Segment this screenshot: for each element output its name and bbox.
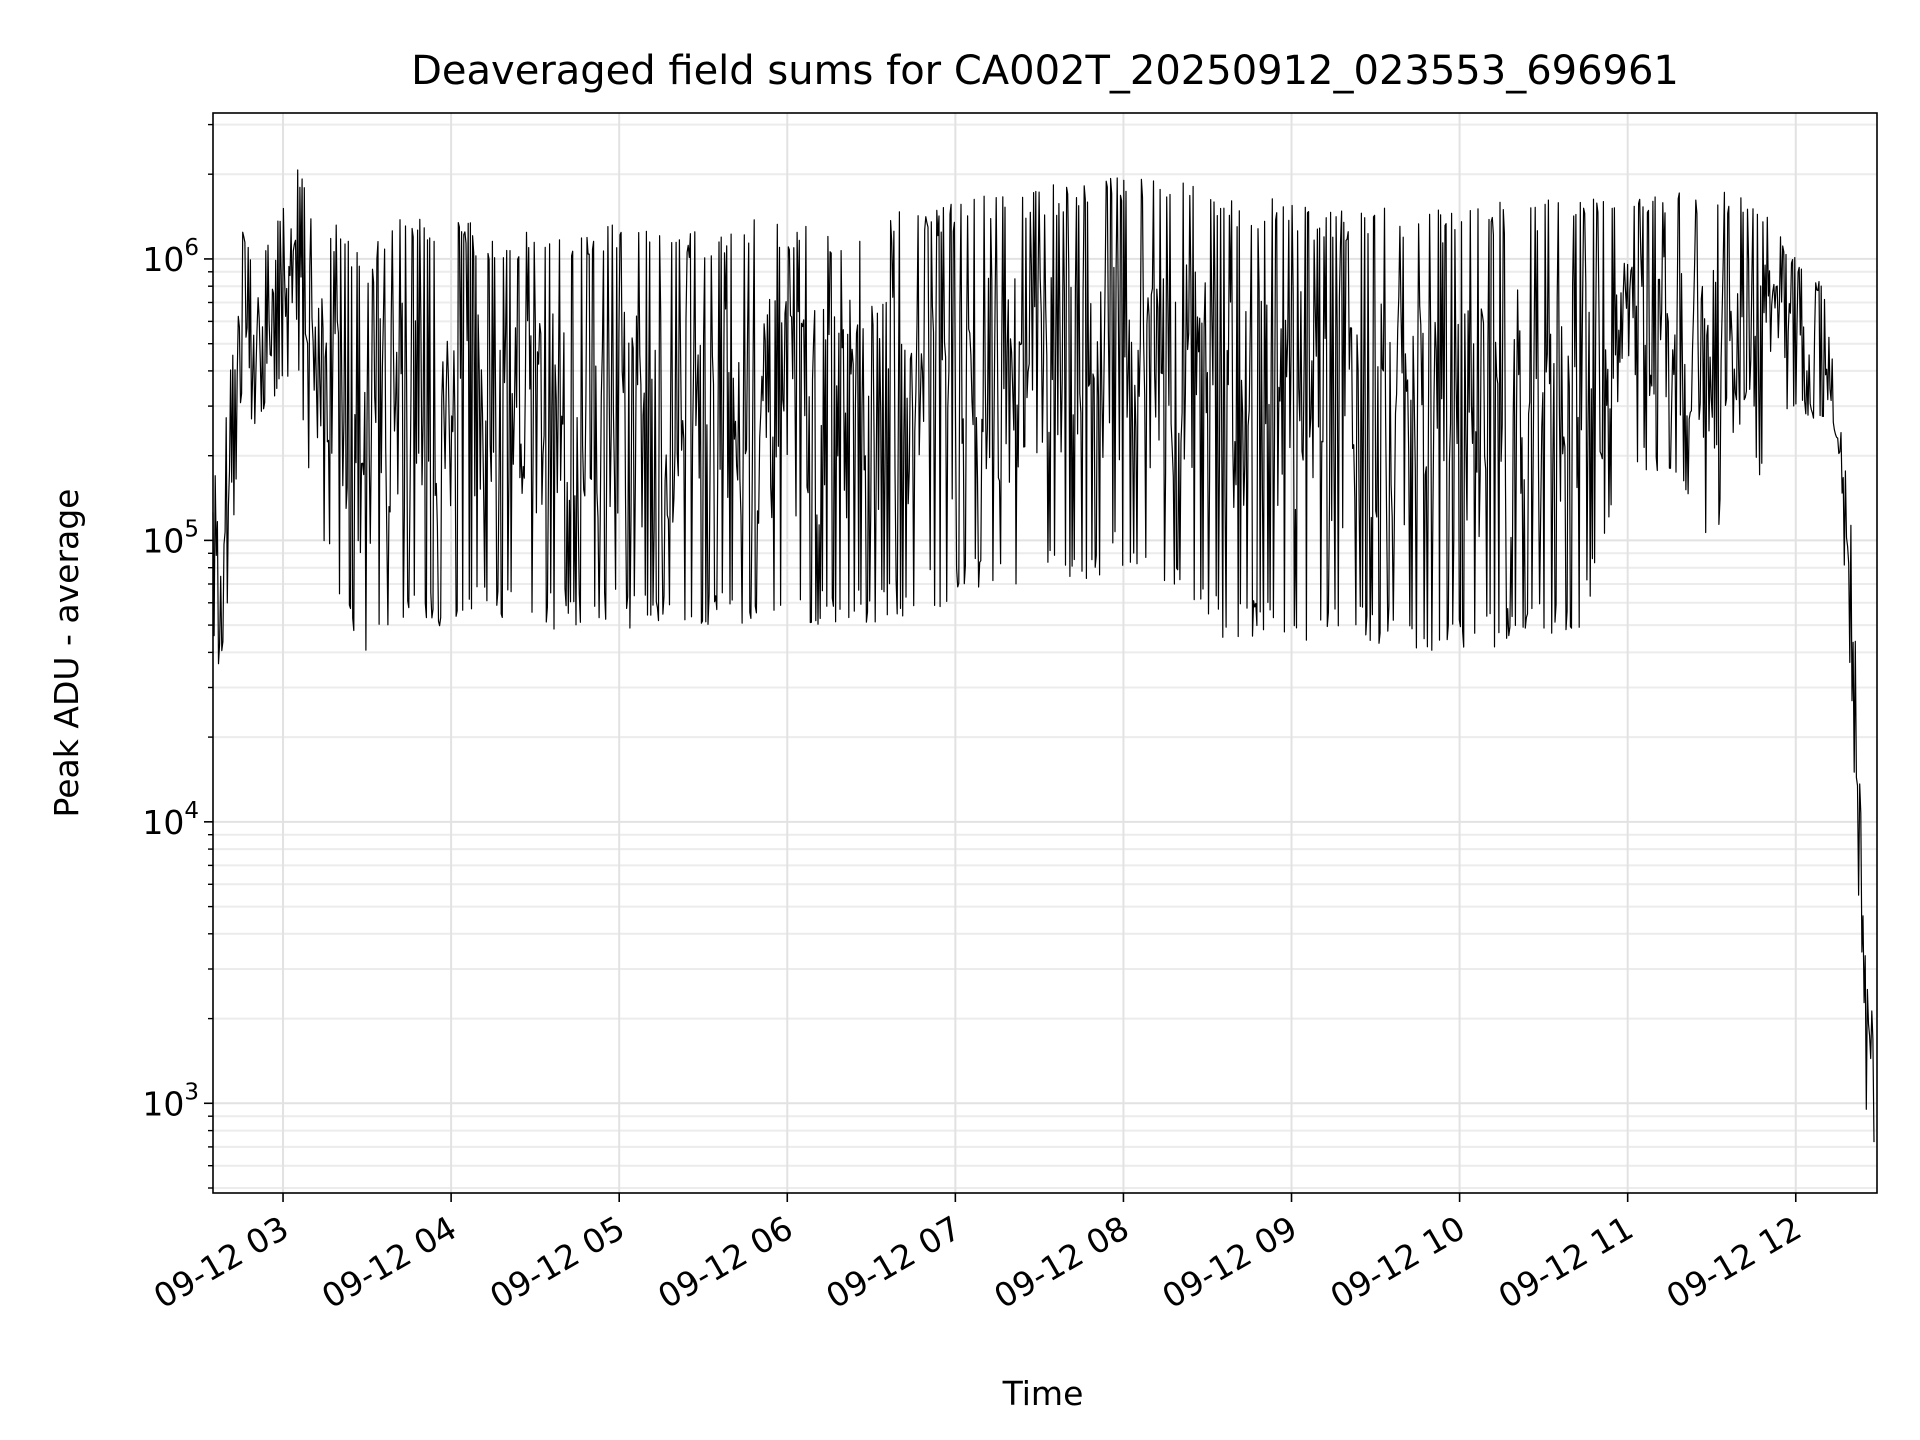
series-line <box>212 169 1875 1143</box>
chart-title: Deaveraged field sums for CA002T_2025091… <box>411 48 1679 94</box>
y-tick-exponent: 5 <box>184 516 199 542</box>
x-axis-label: Time <box>1002 1374 1084 1413</box>
y-axis-label: Peak ADU - average <box>47 489 86 818</box>
y-tick-label: 103 <box>142 1079 199 1123</box>
y-tick-exponent: 3 <box>184 1079 199 1105</box>
y-tick-label: 105 <box>142 516 199 560</box>
y-tick-base: 10 <box>142 803 184 842</box>
y-tick-base: 10 <box>142 521 184 560</box>
y-tick-exponent: 6 <box>184 235 199 261</box>
y-tick-base: 10 <box>142 240 184 279</box>
y-tick-label: 106 <box>142 235 199 279</box>
y-tick-base: 10 <box>142 1084 184 1123</box>
axis-ticks <box>204 123 1797 1202</box>
y-tick-label: 104 <box>142 798 199 842</box>
y-tick-exponent: 4 <box>184 798 199 824</box>
series-layer <box>212 169 1875 1143</box>
